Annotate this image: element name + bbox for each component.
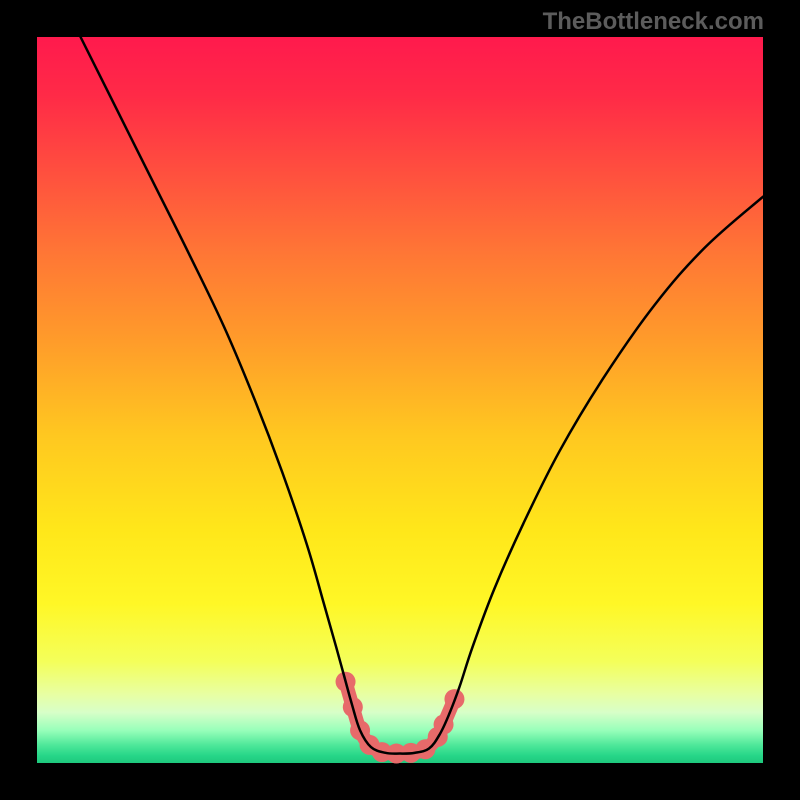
watermark-text: TheBottleneck.com [543, 8, 764, 36]
bottleneck-chart [0, 0, 800, 800]
chart-background-gradient [37, 37, 763, 763]
